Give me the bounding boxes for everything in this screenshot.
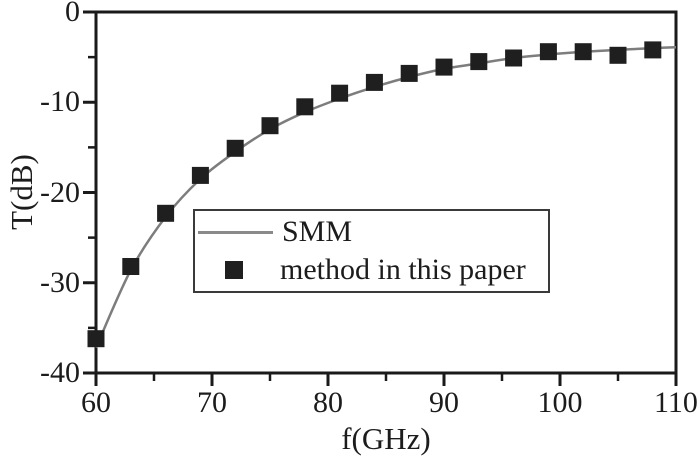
line-sample-icon	[198, 230, 273, 234]
data-point-marker	[122, 258, 140, 275]
data-point-marker	[296, 98, 314, 116]
x-tick-label: 100	[537, 386, 583, 419]
smm-curve	[94, 45, 677, 349]
data-point-marker	[157, 204, 175, 222]
y-tick-label: 0	[65, 0, 80, 28]
x-tick-label: 60	[81, 386, 111, 419]
data-point-marker	[365, 73, 383, 91]
x-tick-label: 90	[429, 386, 459, 419]
data-point-marker	[400, 64, 418, 82]
data-point-marker	[261, 117, 279, 135]
square-marker-icon	[225, 261, 243, 279]
data-point-marker	[331, 84, 349, 102]
y-tick-label: -40	[40, 356, 80, 389]
legend-label-smm: SMM	[282, 215, 353, 248]
legend-item-smm: SMM	[195, 214, 548, 250]
data-point-marker	[644, 41, 662, 59]
data-point-marker	[539, 43, 557, 61]
y-axis-title: T(dB)	[4, 154, 39, 230]
data-point-marker	[470, 53, 488, 71]
x-tick-label: 110	[654, 386, 698, 419]
data-point-marker	[435, 58, 453, 76]
y-tick-label: -30	[40, 265, 80, 299]
data-point-marker	[505, 49, 523, 67]
y-tick-label: -10	[40, 85, 80, 119]
legend: SMM method in this paper	[193, 209, 550, 293]
data-point-marker	[609, 46, 627, 64]
plot-frame	[94, 10, 678, 375]
x-axis-title: f(GHz)	[341, 421, 431, 456]
data-point-marker	[574, 43, 592, 61]
x-tick-label: 80	[313, 386, 343, 419]
legend-item-method: method in this paper	[195, 252, 548, 288]
data-point-marker	[226, 139, 244, 157]
data-point-marker	[191, 166, 209, 184]
y-tick-label: -20	[40, 175, 80, 209]
legend-label-method: method in this paper	[280, 253, 526, 286]
data-point-marker	[87, 330, 105, 348]
x-tick-label: 70	[197, 386, 227, 419]
